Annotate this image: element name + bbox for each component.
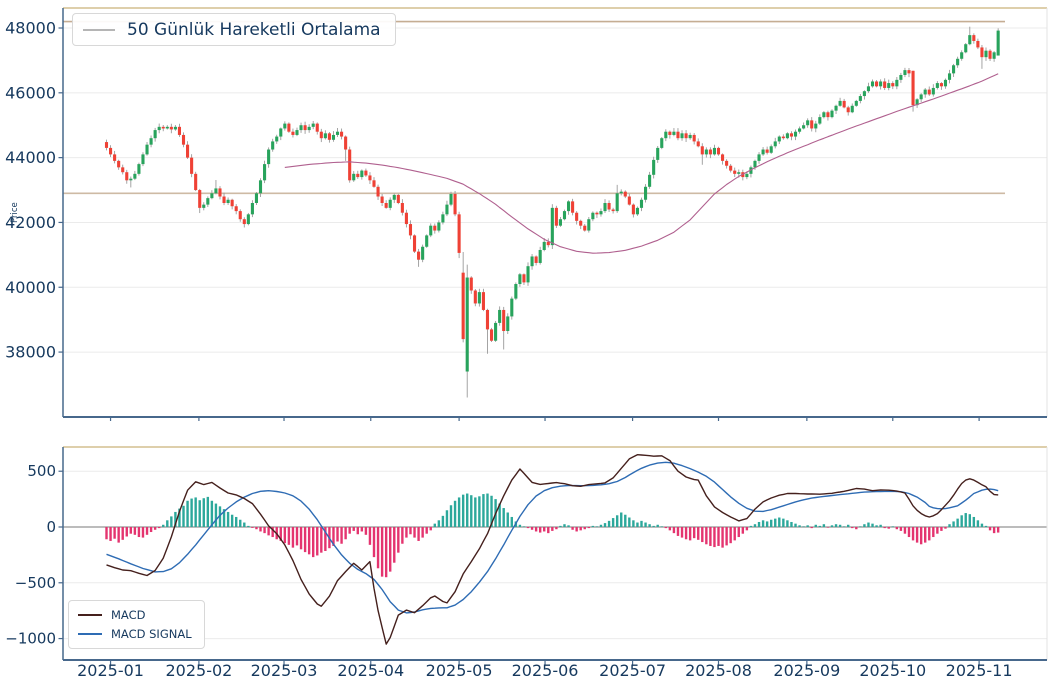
svg-text:−500: −500 [15,574,56,592]
svg-text:2025-06: 2025-06 [512,661,579,677]
macd-legend-label: MACD [111,608,146,622]
svg-text:2025-04: 2025-04 [337,661,404,677]
macd-signal-legend-row: MACD SIGNAL [78,627,192,641]
svg-text:2025-02: 2025-02 [165,661,232,677]
ma-legend: 50 Günlük Hareketli Ortalama [72,13,396,46]
price-axis-label: Price [10,202,20,223]
svg-text:48000: 48000 [5,19,56,38]
svg-text:0: 0 [46,518,56,536]
svg-text:42000: 42000 [5,213,56,232]
macd-line-swatch [78,614,102,616]
macd-legend-row: MACD [78,608,192,622]
svg-text:500: 500 [27,462,56,480]
svg-text:38000: 38000 [5,343,56,362]
svg-text:40000: 40000 [5,278,56,297]
svg-text:2025-08: 2025-08 [685,661,752,677]
svg-text:2025-07: 2025-07 [599,661,666,677]
svg-text:2025-10: 2025-10 [859,661,926,677]
macd-signal-legend-label: MACD SIGNAL [111,627,192,641]
svg-text:2025-03: 2025-03 [251,661,318,677]
svg-text:46000: 46000 [5,83,56,102]
svg-text:2025-11: 2025-11 [946,661,1013,677]
svg-text:−1000: −1000 [5,630,56,648]
macd-signal-line-swatch [78,633,102,635]
svg-text:2025-05: 2025-05 [426,661,493,677]
ma-legend-line-swatch [83,28,115,31]
svg-text:2025-09: 2025-09 [773,661,840,677]
macd-legend: MACD MACD SIGNAL [68,600,205,649]
svg-text:44000: 44000 [5,148,56,167]
ma-legend-label: 50 Günlük Hareketli Ortalama [127,19,381,40]
svg-text:2025-01: 2025-01 [77,661,144,677]
